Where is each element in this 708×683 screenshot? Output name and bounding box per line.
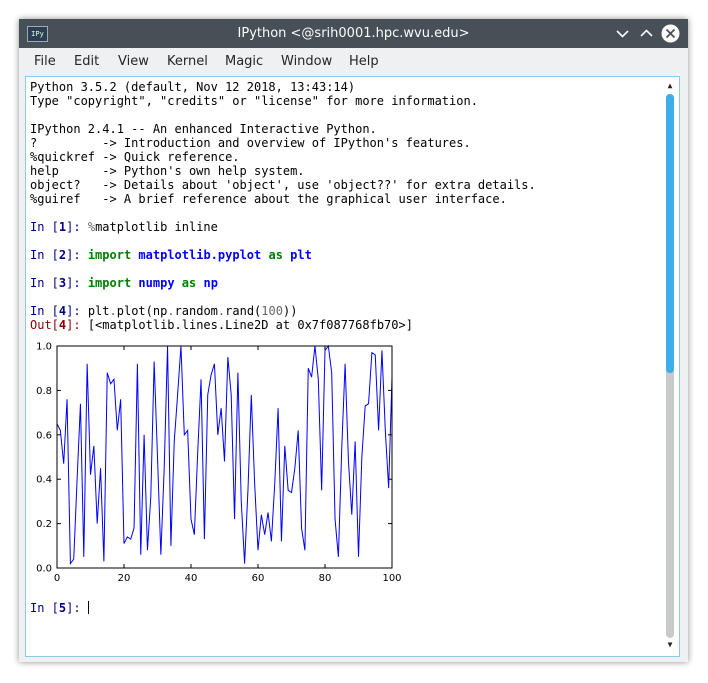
code-token: . <box>217 304 226 318</box>
code-token: )) <box>282 304 298 318</box>
input-prompt: In [1]: <box>30 220 88 234</box>
banner-line: %quickref -> Quick reference. <box>30 150 240 164</box>
banner-line: Type "copyright", "credits" or "license"… <box>30 94 478 108</box>
input-prompt: In [4]: <box>30 304 88 318</box>
input-cell-2: In [2]: import matplotlib.pyplot as plt <box>30 248 312 262</box>
y-tick-label: 0.0 <box>36 564 52 575</box>
keyword-as: as <box>181 276 197 290</box>
x-tick-label: 0 <box>54 573 60 584</box>
series-line <box>56 344 393 566</box>
menu-view[interactable]: View <box>118 54 149 69</box>
y-tick-label: 0.2 <box>36 519 52 530</box>
scroll-up-arrow[interactable]: ▲ <box>667 81 673 90</box>
line-plot-figure: 0 20 40 60 80 100 0.0 0.2 0.4 0.6 0.8 1.0 <box>36 342 401 585</box>
keyword-import: import <box>87 248 132 262</box>
x-tick-label: 40 <box>185 573 198 584</box>
ipython-app-icon[interactable]: IPy <box>27 26 48 42</box>
keyword-import: import <box>87 276 132 290</box>
x-tick-label: 80 <box>319 573 332 584</box>
x-tick-label: 100 <box>382 573 401 584</box>
banner-line: object? -> Details about 'object', use '… <box>30 178 536 192</box>
menu-magic[interactable]: Magic <box>225 54 264 69</box>
code-token: 100 <box>261 304 283 318</box>
banner-line: help -> Python's own help system. <box>30 164 305 178</box>
y-tick-label: 1.0 <box>36 342 52 353</box>
title-bar[interactable]: IPy IPython <@srih0001.hpc.wvu.edu> <box>19 19 688 48</box>
input-cell-1: In [1]: %matplotlib inline <box>30 220 218 234</box>
menu-file[interactable]: File <box>34 54 56 69</box>
y-tick-label: 0.4 <box>36 475 52 486</box>
magic-command: matplotlib inline <box>95 220 218 234</box>
banner-line: ? -> Introduction and overview of IPytho… <box>30 136 471 150</box>
module-alias: np <box>203 276 218 290</box>
window-title: IPython <@srih0001.hpc.wvu.edu> <box>237 26 470 41</box>
text-cursor <box>87 601 89 614</box>
code-token: plot(np <box>116 304 168 318</box>
menu-bar: File Edit View Kernel Magic Window Help <box>19 48 688 75</box>
input-prompt: In [3]: <box>30 276 88 290</box>
input-cell-5[interactable]: In [5]: <box>30 601 89 615</box>
ipython-qtconsole-window: IPy IPython <@srih0001.hpc.wvu.edu> File… <box>19 19 688 662</box>
scroll-down-arrow[interactable]: ▼ <box>667 640 673 649</box>
output-value: [<matplotlib.lines.Line2D at 0x7f087768f… <box>87 318 413 332</box>
x-tick-label: 60 <box>252 573 265 584</box>
console-output[interactable]: Python 3.5.2 (default, Nov 12 2018, 13:4… <box>25 76 680 657</box>
banner-line: %guiref -> A brief reference about the g… <box>30 192 507 206</box>
module-name: matplotlib.pyplot <box>138 248 262 262</box>
code-token: random <box>174 304 218 318</box>
menu-kernel[interactable]: Kernel <box>167 54 208 69</box>
menu-edit[interactable]: Edit <box>74 54 100 69</box>
code-token: plt <box>87 304 110 318</box>
y-tick-label: 0.8 <box>36 386 52 397</box>
input-cell-4: In [4]: plt.plot(np.random.rand(100)) <box>30 304 297 318</box>
menu-window[interactable]: Window <box>281 54 333 69</box>
magic-percent: % <box>87 220 96 234</box>
code-token: . <box>109 304 117 318</box>
output-cell-4: Out[4]: [<matplotlib.lines.Line2D at 0x7… <box>30 318 413 332</box>
x-tick-label: 20 <box>118 573 131 584</box>
module-name: numpy <box>138 276 175 290</box>
input-prompt: In [5]: <box>30 601 88 615</box>
code-token: rand( <box>225 304 262 318</box>
banner-line: IPython 2.4.1 -- An enhanced Interactive… <box>30 122 377 136</box>
chevron-down-icon[interactable] <box>614 25 631 42</box>
plot-frame <box>56 345 393 569</box>
input-cell-3: In [3]: import numpy as np <box>30 276 218 290</box>
module-alias: plt <box>290 248 312 262</box>
close-icon[interactable] <box>661 24 680 43</box>
code-token: . <box>167 304 175 318</box>
chevron-up-icon[interactable] <box>638 25 655 42</box>
banner-line: Python 3.5.2 (default, Nov 12 2018, 13:4… <box>30 80 356 94</box>
y-tick-label: 0.6 <box>36 430 52 441</box>
output-prompt: Out[4]: <box>30 318 88 332</box>
input-prompt: In [2]: <box>30 248 88 262</box>
menu-help[interactable]: Help <box>349 54 379 69</box>
scrollbar-thumb[interactable] <box>666 94 674 373</box>
keyword-as: as <box>268 248 283 262</box>
